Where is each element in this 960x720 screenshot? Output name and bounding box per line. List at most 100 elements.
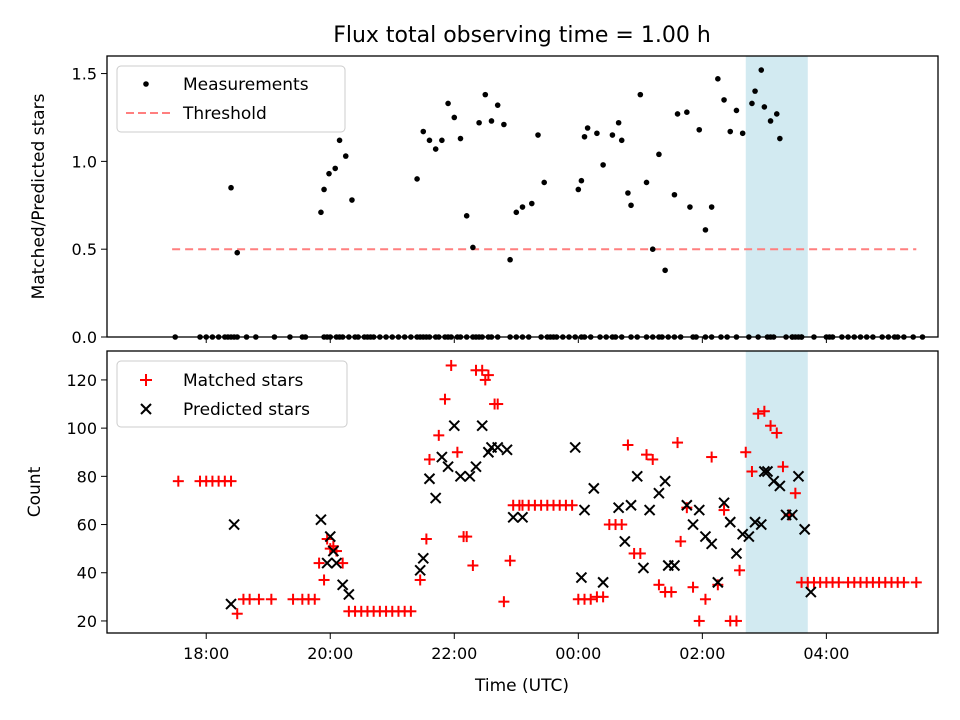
y-tick-label: 120 xyxy=(66,371,97,390)
measurement-point xyxy=(600,162,606,168)
matched-star-point xyxy=(641,449,653,461)
measurement-point xyxy=(777,135,783,142)
measurement-point xyxy=(336,137,343,144)
predicted-star-point xyxy=(631,470,643,483)
measurement-point xyxy=(721,97,727,103)
matched-star-point xyxy=(337,557,349,569)
matched-star-point xyxy=(910,576,922,588)
measurement-point xyxy=(494,102,501,108)
measurement-point xyxy=(702,227,709,233)
matched-star-point xyxy=(718,504,730,516)
predicted-star-point xyxy=(423,473,436,485)
predicted-star-point xyxy=(343,588,355,601)
predicted-star-point xyxy=(724,516,736,528)
bottom-y-axis-label: Count xyxy=(25,466,45,517)
matched-star-point xyxy=(172,475,184,487)
predicted-star-point xyxy=(736,528,749,540)
legend-predicted-label: Predicted stars xyxy=(183,400,310,420)
measurement-point xyxy=(708,204,715,210)
predicted-star-point xyxy=(442,460,454,473)
bottom-legend-box xyxy=(116,360,348,428)
measurement-point xyxy=(488,118,495,124)
y-tick-label: 40 xyxy=(77,564,97,583)
predicted-star-point xyxy=(491,441,504,454)
predicted-star-point xyxy=(225,598,237,610)
predicted-star-point xyxy=(792,470,805,483)
measurement-point xyxy=(501,121,507,128)
matched-star-point xyxy=(309,593,321,605)
measurement-point xyxy=(529,200,535,207)
legend-measurements-marker xyxy=(143,81,149,87)
measurement-point xyxy=(625,190,631,196)
measurement-point xyxy=(609,132,616,138)
measurement-point xyxy=(575,186,582,193)
measurement-point xyxy=(643,179,650,186)
measurement-point xyxy=(414,176,420,182)
predicted-star-point xyxy=(315,514,327,526)
top-legend: Measurements Threshold xyxy=(116,65,346,133)
measurement-point xyxy=(578,177,585,184)
matched-star-point xyxy=(746,466,758,478)
predicted-star-point xyxy=(749,516,761,528)
y-tick-label: 0.0 xyxy=(72,328,97,347)
bottom-panel: 20 40 60 80 100 120 Count xyxy=(25,350,939,634)
predicted-star-point xyxy=(786,509,798,521)
measurement-point xyxy=(432,146,439,152)
measurement-point xyxy=(321,186,327,193)
figure-title: Flux total observing time = 1.00 h xyxy=(333,23,711,48)
top-shaded-span xyxy=(745,56,808,337)
bottom-axes-frame xyxy=(106,350,939,634)
y-tick-label: 20 xyxy=(77,612,97,631)
measurement-point xyxy=(349,197,355,203)
measurement-point xyxy=(234,249,241,256)
predicted-star-point xyxy=(758,465,771,478)
matched-star-point xyxy=(566,499,578,511)
measurement-point xyxy=(426,137,433,144)
predicted-star-point xyxy=(228,518,240,531)
measurement-point xyxy=(332,165,339,172)
predicted-star-point xyxy=(516,511,529,524)
y-tick-label: 60 xyxy=(77,516,97,535)
top-legend-box xyxy=(116,65,346,133)
predicted-star-point xyxy=(330,557,343,569)
top-y-axis-label: Matched/Predicted stars xyxy=(29,93,49,299)
matched-star-point xyxy=(597,591,609,603)
measurement-point xyxy=(649,246,656,252)
predicted-star-point xyxy=(436,451,448,463)
matched-star-point xyxy=(498,596,510,608)
x-axis-ticks: 18:00 20:00 22:00 00:00 02:00 04:00 xyxy=(183,337,849,663)
measurement-point xyxy=(739,130,746,137)
matched-star-point xyxy=(451,446,463,458)
predicted-star-point xyxy=(625,499,637,511)
matched-star-point xyxy=(699,593,711,605)
measurement-point xyxy=(482,91,489,98)
predicted-star-point xyxy=(693,504,705,516)
measurement-point xyxy=(615,119,622,126)
matched-star-point xyxy=(225,475,237,487)
measurement-point xyxy=(696,126,703,133)
predicted-star-point xyxy=(327,545,340,557)
x-axis-label: Time (UTC) xyxy=(474,676,569,696)
top-axes-ticks: 0.0 0.5 1.0 1.5 xyxy=(72,65,107,347)
x-tick-label: 20:00 xyxy=(307,644,353,663)
matched-star-point xyxy=(313,557,325,569)
predicted-star-point xyxy=(805,586,817,598)
measurement-point xyxy=(671,191,678,198)
measurement-point xyxy=(457,135,464,142)
x-tick-label: 22:00 xyxy=(431,644,477,663)
predicted-star-point xyxy=(730,547,743,560)
matched-star-point xyxy=(687,581,699,593)
measurement-point xyxy=(758,67,765,73)
matched-star-point xyxy=(482,369,494,381)
matched-star-point xyxy=(752,408,764,420)
matched-star-point xyxy=(833,576,845,588)
matched-star-point xyxy=(433,429,445,441)
predicted-star-point xyxy=(336,579,349,591)
measurement-point xyxy=(318,209,324,216)
measurement-point xyxy=(733,107,740,114)
y-tick-label: 0.5 xyxy=(72,240,97,259)
predicted-star-point xyxy=(429,492,442,504)
predicted-star-point xyxy=(470,460,482,473)
measurement-point xyxy=(581,133,588,140)
predicted-star-point xyxy=(743,530,755,543)
